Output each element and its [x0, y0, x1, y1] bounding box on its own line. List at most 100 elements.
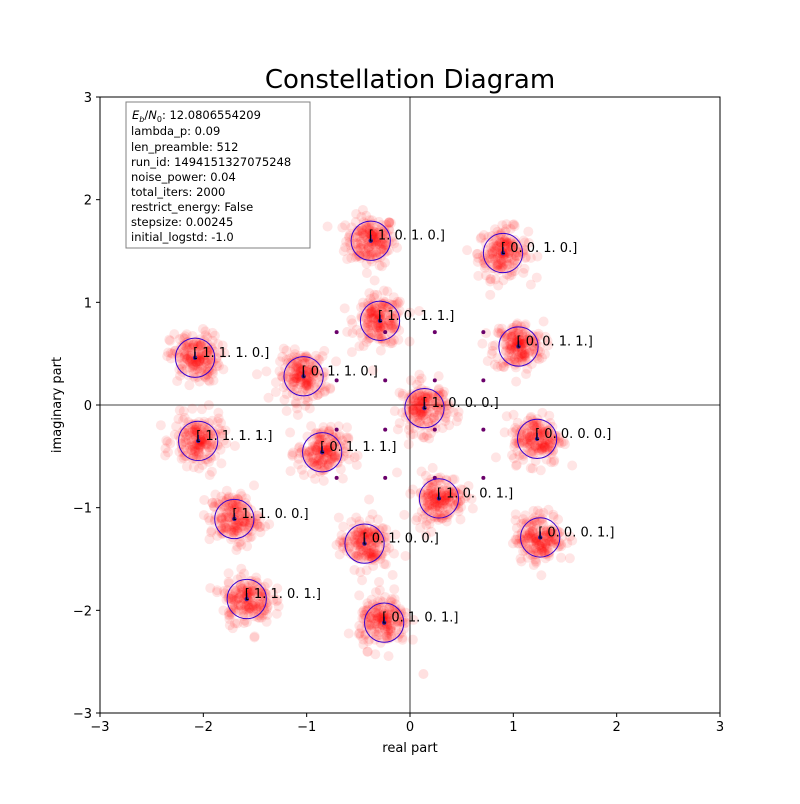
sample-point: [223, 607, 234, 618]
sample-point: [451, 487, 462, 498]
cluster-circle: [359, 300, 401, 341]
sample-point: [386, 597, 397, 608]
info-legend-box: Eb/N0: 12.0806554209 lambda_p: 0.09 len_…: [125, 101, 311, 249]
sample-point: [351, 550, 362, 561]
sample-point: [337, 542, 348, 553]
sample-point: [310, 444, 321, 455]
sample-point: [294, 365, 305, 376]
sample-point: [370, 240, 381, 251]
sample-point: [362, 314, 373, 325]
sample-point: [236, 584, 247, 595]
sample-point: [533, 447, 544, 458]
sample-point: [355, 537, 366, 548]
sample-point: [535, 440, 546, 451]
sample-point: [233, 600, 244, 611]
sample-point: [482, 356, 493, 367]
sample-point: [376, 244, 387, 255]
sample-point: [255, 521, 266, 532]
sample-point: [304, 403, 315, 414]
sample-point: [370, 321, 381, 332]
sample-point: [411, 407, 422, 418]
sample-point: [441, 516, 452, 527]
sample-point: [495, 237, 506, 248]
sample-point: [321, 445, 332, 456]
centroid-point: [381, 620, 387, 625]
sample-point: [308, 391, 319, 402]
sample-point: [531, 557, 542, 568]
sample-point: [529, 424, 540, 435]
sample-point: [498, 357, 509, 368]
sample-point: [544, 531, 555, 542]
sample-point: [521, 344, 532, 355]
sample-point: [327, 451, 338, 462]
reference-point: [432, 427, 437, 432]
sample-point: [255, 591, 266, 602]
sample-point: [249, 480, 260, 491]
sample-cloud: [391, 462, 478, 541]
sample-point: [533, 418, 544, 429]
sample-point: [308, 371, 319, 382]
sample-point: [529, 421, 540, 432]
sample-point: [381, 239, 392, 250]
sample-point: [239, 510, 250, 521]
sample-point: [393, 624, 404, 635]
cluster-circle: [214, 498, 255, 540]
sample-point: [414, 402, 425, 413]
sample-point: [228, 506, 239, 517]
sample-point: [240, 601, 251, 612]
sample-point: [539, 440, 550, 451]
sample-point: [373, 326, 384, 337]
sample-point: [275, 356, 286, 367]
sample-point: [480, 260, 491, 271]
sample-point: [376, 334, 387, 345]
sample-point: [526, 447, 537, 458]
sample-point: [411, 392, 422, 403]
sample-point: [367, 526, 378, 537]
sample-point: [320, 381, 331, 392]
sample-point: [517, 430, 528, 441]
sample-point: [505, 356, 516, 367]
sample-point: [221, 594, 232, 605]
sample-point: [335, 441, 346, 452]
sample-point: [190, 424, 201, 435]
sample-point: [192, 427, 203, 438]
sample-point: [541, 529, 552, 540]
sample-point: [311, 461, 322, 472]
sample-point: [321, 444, 332, 455]
sample-point: [495, 229, 506, 240]
sample-point: [203, 512, 214, 523]
sample-point: [195, 424, 206, 435]
sample-point: [193, 440, 204, 451]
sample-point: [377, 301, 388, 312]
sample-point: [457, 484, 468, 495]
sample-point: [485, 289, 496, 300]
sample-point: [408, 614, 419, 625]
sample-point: [406, 399, 417, 410]
sample-point: [210, 489, 221, 500]
sample-point: [213, 407, 224, 418]
sample-point: [218, 527, 229, 538]
sample-point: [293, 369, 304, 380]
sample-point: [216, 428, 227, 439]
sample-point: [185, 356, 196, 367]
sample-point: [364, 611, 375, 622]
sample-point: [230, 495, 241, 506]
sample-point: [394, 325, 405, 336]
sample-point: [381, 219, 392, 230]
sample-point: [520, 355, 531, 366]
sample-point: [379, 228, 390, 239]
sample-point: [520, 352, 531, 363]
sample-point: [371, 616, 382, 627]
sample-point: [241, 493, 252, 504]
sample-point: [412, 402, 423, 413]
sample-point: [241, 601, 252, 612]
sample-point: [371, 631, 382, 642]
sample-point: [527, 526, 538, 537]
sample-point: [237, 516, 248, 527]
sample-point: [528, 420, 539, 431]
sample-point: [228, 591, 239, 602]
sample-point: [383, 625, 394, 636]
sample-point: [180, 434, 191, 445]
sample-point: [374, 585, 385, 596]
sample-point: [422, 491, 433, 502]
